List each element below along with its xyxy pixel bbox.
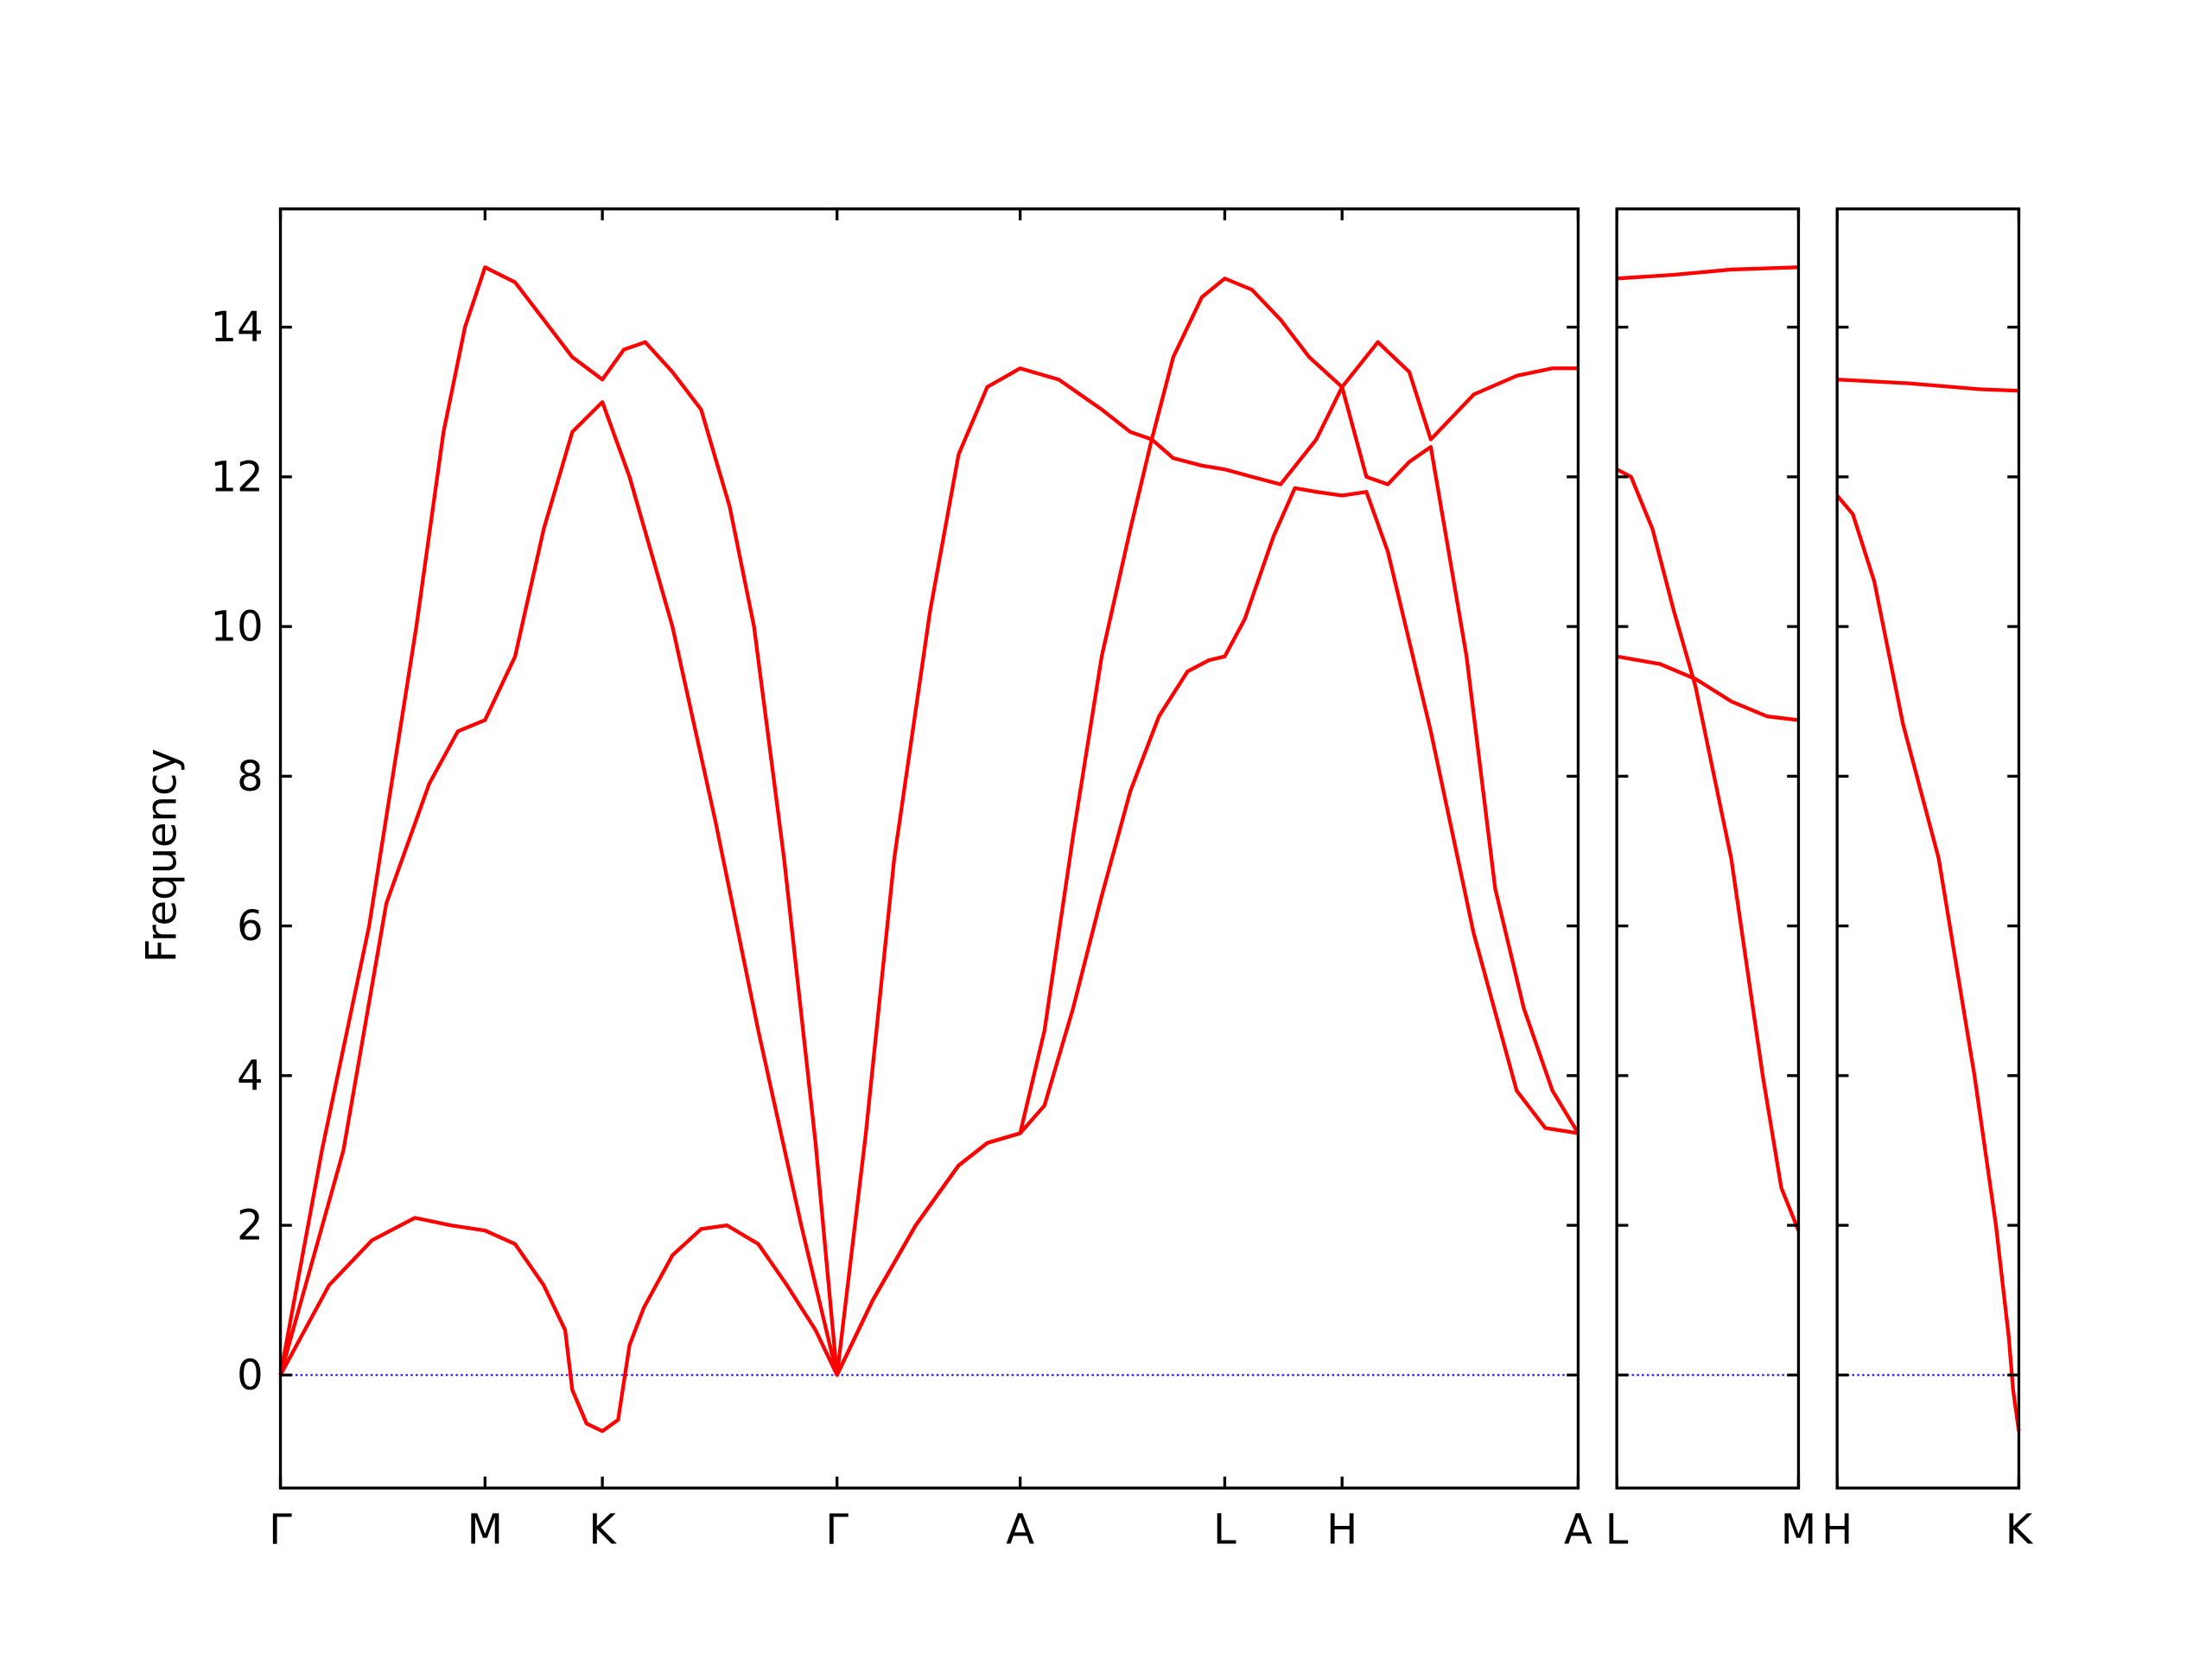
x-tick-label: A [1564,1506,1592,1554]
x-tick-label: M [1781,1506,1816,1554]
band-line [1616,654,1799,722]
x-tick-label: M [467,1506,503,1554]
x-tick-label: Γ [269,1506,292,1554]
x-tick-label: Γ [825,1506,849,1554]
y-tick-label: 2 [237,1202,264,1250]
x-tick-label: L [1213,1506,1236,1554]
plot-frame [278,207,1580,1490]
plot-frame [1615,207,1801,1490]
x-tick-label: K [588,1506,617,1554]
band-line [1617,265,1799,281]
band-line [1616,467,1801,1231]
band-line [278,265,1579,1377]
y-axis-label: Frequency [138,748,187,963]
x-tick-label: A [1006,1506,1034,1554]
y-tick-label: 10 [211,603,264,652]
y-tick-label: 0 [237,1351,264,1400]
plot-frame [1835,207,2021,1490]
x-tick-label: K [2005,1506,2034,1554]
x-tick-label: H [1326,1506,1357,1554]
y-tick-label: 4 [237,1052,264,1100]
y-tick-label: 14 [211,303,264,352]
band-line [1837,378,2019,393]
x-tick-label: H [1821,1506,1853,1554]
band-line [278,385,1580,1377]
band-line [1835,494,2021,1432]
y-tick-label: 12 [211,453,264,501]
x-tick-label: L [1605,1506,1629,1554]
y-tick-label: 8 [237,753,264,801]
band-line [278,486,1579,1433]
y-tick-label: 6 [237,902,264,950]
